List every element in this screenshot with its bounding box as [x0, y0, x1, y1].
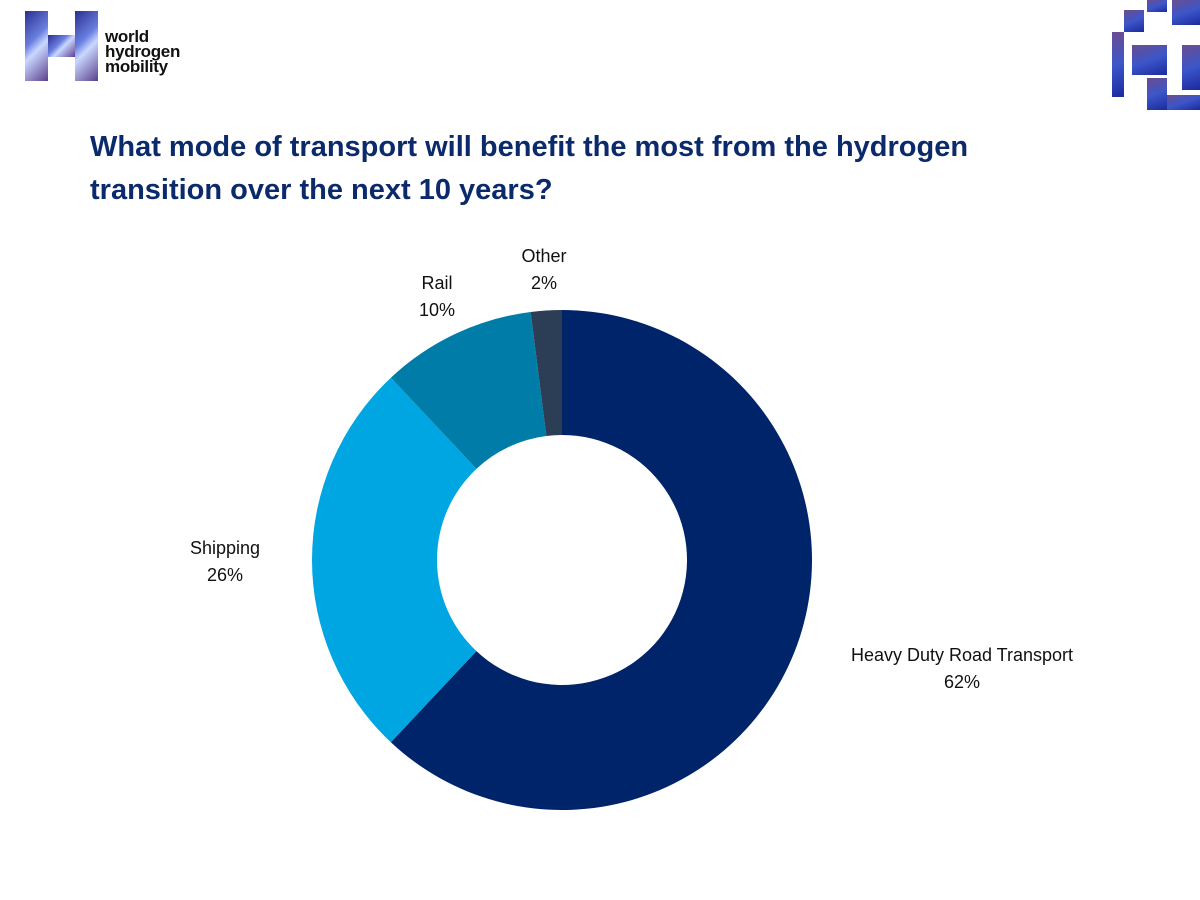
donut-slice-shipping [312, 377, 477, 743]
category-label: Rail [421, 273, 453, 293]
value-label: 62% [943, 672, 981, 692]
category-label: Heavy Duty Road Transport [850, 645, 1074, 665]
category-label: Other [521, 246, 567, 266]
chart-title: What mode of transport will benefit the … [90, 131, 969, 206]
label-heavy-duty: Heavy Duty Road Transport 62% [851, 642, 1073, 696]
donut-slice-rail [390, 311, 547, 469]
world-hydrogen-mobility-logo: world hydrogen mobility [25, 11, 215, 83]
label-other: Other 2% [521, 243, 566, 297]
label-rail: Rail 10% [419, 270, 455, 324]
label-shipping: Shipping 26% [190, 535, 260, 589]
category-label: Shipping [189, 538, 261, 558]
value-label: 10% [418, 300, 456, 320]
donut-slice-other [530, 310, 562, 436]
value-label: 2% [530, 273, 557, 293]
value-label: 26% [206, 565, 244, 585]
decorative-corner-graphic [1112, 0, 1200, 110]
donut-slice-heavy-duty-road-transport [390, 310, 813, 810]
